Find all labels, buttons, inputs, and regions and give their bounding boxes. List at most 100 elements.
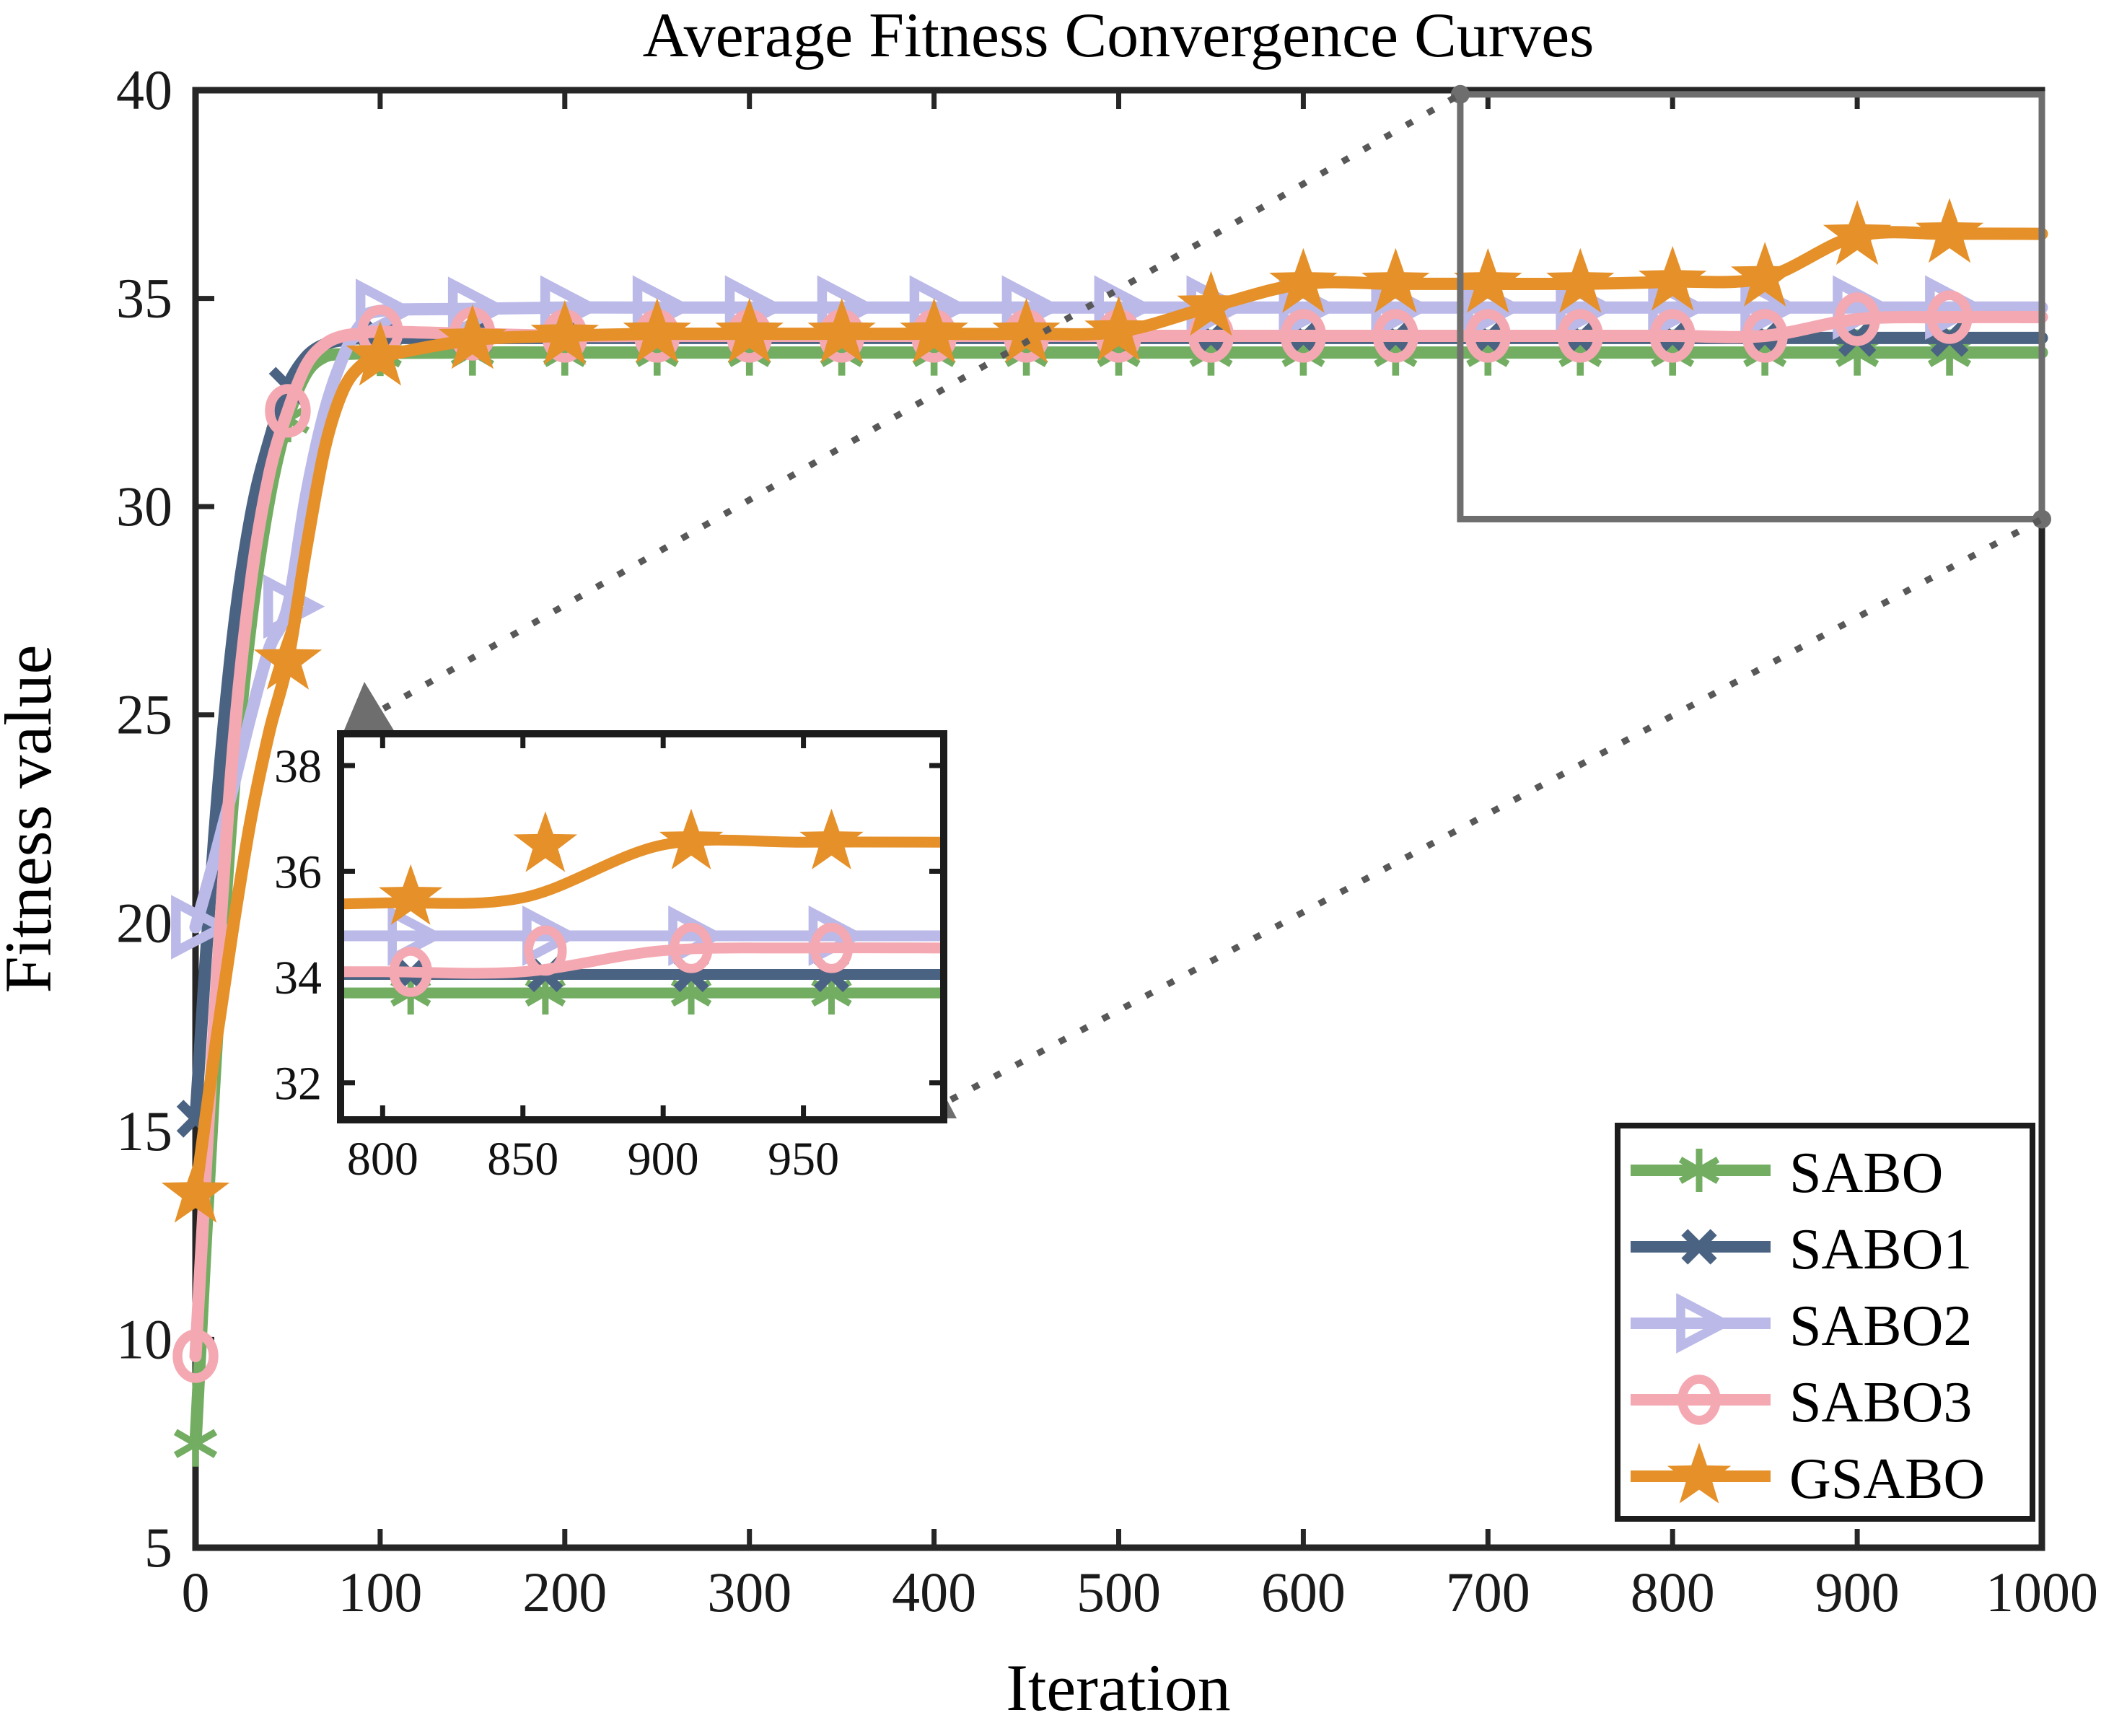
- marker-star: [161, 1157, 230, 1223]
- y-tick-label: 15: [116, 1100, 172, 1162]
- y-tick-label: 25: [116, 683, 172, 746]
- marker-star: [623, 298, 691, 363]
- marker-circle: [1742, 309, 1788, 363]
- marker-circle: [1372, 309, 1419, 363]
- marker-circle: [1280, 309, 1327, 363]
- inset-y-tick-label: 34: [274, 952, 322, 1004]
- x-tick-label: 1000: [1986, 1561, 2098, 1623]
- marker-star: [715, 298, 784, 363]
- legend-item-label: SABO1: [1789, 1218, 1972, 1281]
- legend-item-sabo1[interactable]: SABO1: [1631, 1218, 1972, 1281]
- marker-star: [1823, 200, 1892, 266]
- y-tick-label: 20: [116, 891, 172, 954]
- chart-legend[interactable]: SABO SABO1 SABO2 SABO3 GSABO: [1615, 1123, 2035, 1522]
- marker-star: [1084, 296, 1153, 361]
- main-series-group: [161, 198, 2048, 1467]
- main-axes: 0 100 200 300 400 500 600 700 800 900 1000 5 10 15 20 2…: [116, 58, 2098, 1623]
- inset-axes-group: 800 850 900 950 32 34 36 38: [274, 730, 947, 1185]
- marker-star: [807, 298, 876, 363]
- marker-triangle-right: [522, 906, 580, 966]
- marker-star: [1177, 271, 1245, 336]
- marker-star: [253, 625, 323, 690]
- zoom-connector-bottom: [927, 516, 2044, 1114]
- legend-item-label: SABO: [1789, 1141, 1943, 1205]
- inset-y-tick-label: 36: [274, 846, 322, 899]
- marker-star: [438, 304, 506, 369]
- chart-title: Average Fitness Convergence Curves: [643, 1, 1595, 71]
- x-tick-label: 800: [1631, 1561, 1715, 1623]
- inset-series-group: [344, 808, 940, 1015]
- marker-circle: [1465, 309, 1511, 363]
- marker-star: [1177, 271, 1245, 336]
- inset-y-tick-label: 32: [274, 1058, 322, 1110]
- marker-circle: [810, 923, 854, 973]
- marker-star: [1667, 1442, 1732, 1504]
- x-tick-label: 900: [1815, 1561, 1900, 1623]
- marker-star: [799, 808, 864, 869]
- marker-triangle: [171, 895, 233, 960]
- marker-star: [513, 811, 578, 872]
- marker-circle: [1926, 290, 1973, 344]
- marker-triangle-right: [171, 895, 233, 960]
- legend-item-sabo[interactable]: SABO: [1631, 1141, 1943, 1205]
- marker-circle: [1557, 309, 1603, 363]
- marker-circle: [1465, 309, 1511, 363]
- marker-star: [1639, 245, 1707, 311]
- x-tick-label: 500: [1076, 1561, 1161, 1623]
- marker-star: [1269, 247, 1338, 313]
- marker-star: [799, 808, 864, 869]
- marker-star: [807, 298, 876, 363]
- marker-star: [346, 320, 415, 386]
- marker-circle: [670, 923, 713, 973]
- marker-star: [1823, 200, 1892, 266]
- marker-star: [513, 811, 578, 872]
- x-tick-label: 300: [707, 1561, 791, 1623]
- inset-series-gsabo: [344, 808, 940, 925]
- marker-star: [253, 625, 323, 690]
- marker-circle: [1677, 1375, 1721, 1425]
- marker-star: [900, 298, 968, 363]
- marker-circle: [1557, 309, 1603, 363]
- marker-circle: [265, 384, 311, 438]
- marker-bar: [1678, 1157, 1720, 1184]
- inset-x-tick-label: 950: [768, 1133, 839, 1185]
- marker-circle: [1372, 309, 1419, 363]
- inset-x-tick-label: 800: [347, 1133, 418, 1185]
- marker-star: [346, 320, 415, 386]
- y-tick-label: 5: [144, 1516, 172, 1579]
- marker-star: [715, 298, 784, 363]
- legend-item-sabo2[interactable]: SABO2: [1631, 1293, 1972, 1358]
- marker-star: [530, 299, 599, 365]
- y-tick-label: 30: [116, 475, 172, 538]
- y-tick-label: 40: [116, 58, 172, 121]
- marker-triangle-right: [1676, 1293, 1734, 1354]
- series-gsabo: [161, 198, 2048, 1223]
- legend-item-sabo3[interactable]: SABO3: [1631, 1371, 1972, 1434]
- marker-circle: [1649, 309, 1696, 363]
- marker-star: [1361, 247, 1430, 313]
- x-tick-label: 0: [182, 1561, 210, 1623]
- marker-star: [1454, 247, 1522, 313]
- marker-triangle: [1676, 1293, 1734, 1354]
- x-axis-title: Iteration: [1006, 1651, 1231, 1724]
- marker-star: [1454, 247, 1522, 313]
- marker-circle: [524, 925, 567, 976]
- y-axis-title: Fitness value: [0, 645, 65, 994]
- marker-bar: [173, 1429, 218, 1458]
- marker-star: [1084, 296, 1153, 361]
- inset-series-sabo3: [344, 923, 940, 997]
- marker-star: [438, 304, 506, 369]
- legend-item-label: SABO3: [1789, 1371, 1972, 1434]
- marker-circle: [172, 1329, 219, 1383]
- y-tick-label: 10: [116, 1307, 172, 1370]
- marker-bar: [1681, 1229, 1717, 1265]
- marker-x: [1681, 1229, 1717, 1265]
- marker-star: [1546, 247, 1615, 313]
- marker-circle: [1280, 309, 1327, 363]
- inset-series-path: [344, 942, 940, 979]
- marker-star: [379, 864, 443, 925]
- legend-item-gsabo[interactable]: GSABO: [1631, 1442, 1985, 1512]
- marker-circle: [389, 946, 432, 997]
- marker-star: [623, 298, 691, 363]
